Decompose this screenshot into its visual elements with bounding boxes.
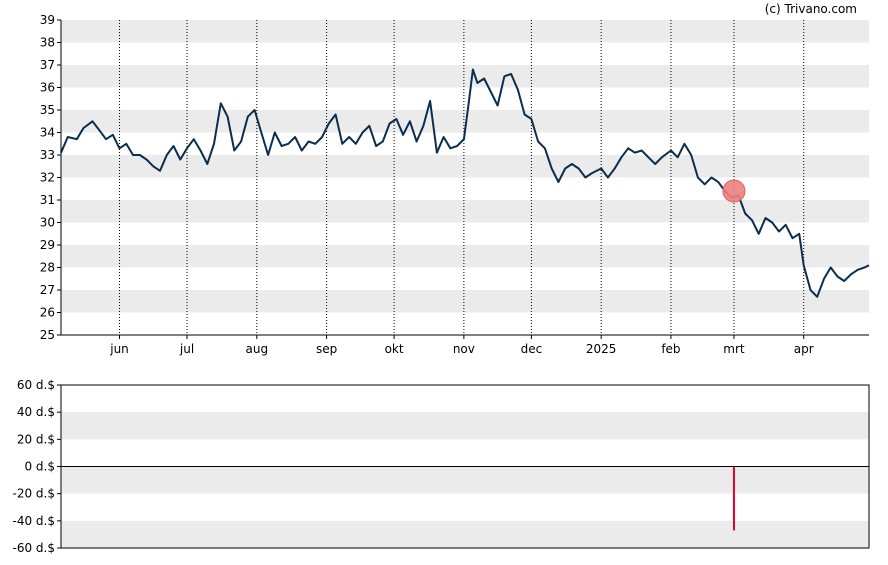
- price-band: [61, 155, 869, 178]
- dividend-y-tick-label: -40 d.$: [13, 514, 55, 528]
- price-grid-bands: [61, 20, 869, 313]
- dividend-y-tick-label: -60 d.$: [13, 541, 55, 555]
- month-x-tick-label: dec: [521, 342, 543, 356]
- dividend-event-marker: [722, 179, 746, 203]
- month-x-tick-label: aug: [246, 342, 269, 356]
- dividend-grid-bands: [61, 412, 869, 548]
- price-band: [61, 65, 869, 88]
- month-x-tick-label: okt: [385, 342, 404, 356]
- month-x-tick-label: feb: [661, 342, 680, 356]
- month-x-tick-label: sep: [316, 342, 337, 356]
- month-x-axis: jun jul aug sep okt nov dec 2025 feb mrt apr: [109, 335, 814, 356]
- price-band: [61, 245, 869, 268]
- price-band: [61, 110, 869, 133]
- dividend-band: [61, 520, 869, 548]
- dividend-y-tick-label: 0 d.$: [24, 460, 55, 474]
- month-x-tick-label: jul: [179, 342, 194, 356]
- price-y-tick-label: 28: [40, 261, 55, 275]
- month-x-tick-label: apr: [794, 342, 814, 356]
- price-y-tick-label: 36: [40, 81, 55, 95]
- month-x-tick-label: nov: [453, 342, 475, 356]
- price-y-tick-label: 29: [40, 238, 55, 252]
- price-band: [61, 200, 869, 223]
- price-y-tick-label: 34: [40, 126, 55, 140]
- price-y-tick-label: 25: [40, 328, 55, 342]
- dividend-y-axis: -60 d.$ -40 d.$ -20 d.$ 0 d.$ 20 d.$ 40 d.$ 60…: [13, 378, 61, 555]
- price-y-tick-label: 39: [40, 13, 55, 27]
- event-marker-layer: [722, 179, 746, 203]
- price-y-tick-label: 26: [40, 306, 55, 320]
- dividend-y-tick-label: 20 d.$: [17, 432, 55, 446]
- price-y-axis: 25 26 27 28 29 30 31 32 33 34 35 36 37 38 39: [40, 13, 61, 342]
- price-y-tick-label: 35: [40, 103, 55, 117]
- dividend-band: [61, 412, 869, 440]
- dividend-y-tick-label: -20 d.$: [13, 487, 55, 501]
- price-y-tick-label: 31: [40, 193, 55, 207]
- month-x-tick-label: mrt: [723, 342, 745, 356]
- month-x-tick-label: 2025: [586, 342, 617, 356]
- price-y-tick-label: 37: [40, 58, 55, 72]
- credit-label: (c) Trivano.com: [765, 2, 857, 16]
- price-y-tick-label: 33: [40, 148, 55, 162]
- dividend-y-tick-label: 60 d.$: [17, 378, 55, 392]
- price-band: [61, 20, 869, 43]
- month-x-tick-label: jun: [109, 342, 129, 356]
- price-band: [61, 290, 869, 313]
- dividend-band: [61, 466, 869, 494]
- price-y-tick-label: 30: [40, 216, 55, 230]
- price-y-tick-label: 27: [40, 283, 55, 297]
- price-y-tick-label: 38: [40, 36, 55, 50]
- dividend-y-tick-label: 40 d.$: [17, 405, 55, 419]
- price-y-tick-label: 32: [40, 171, 55, 185]
